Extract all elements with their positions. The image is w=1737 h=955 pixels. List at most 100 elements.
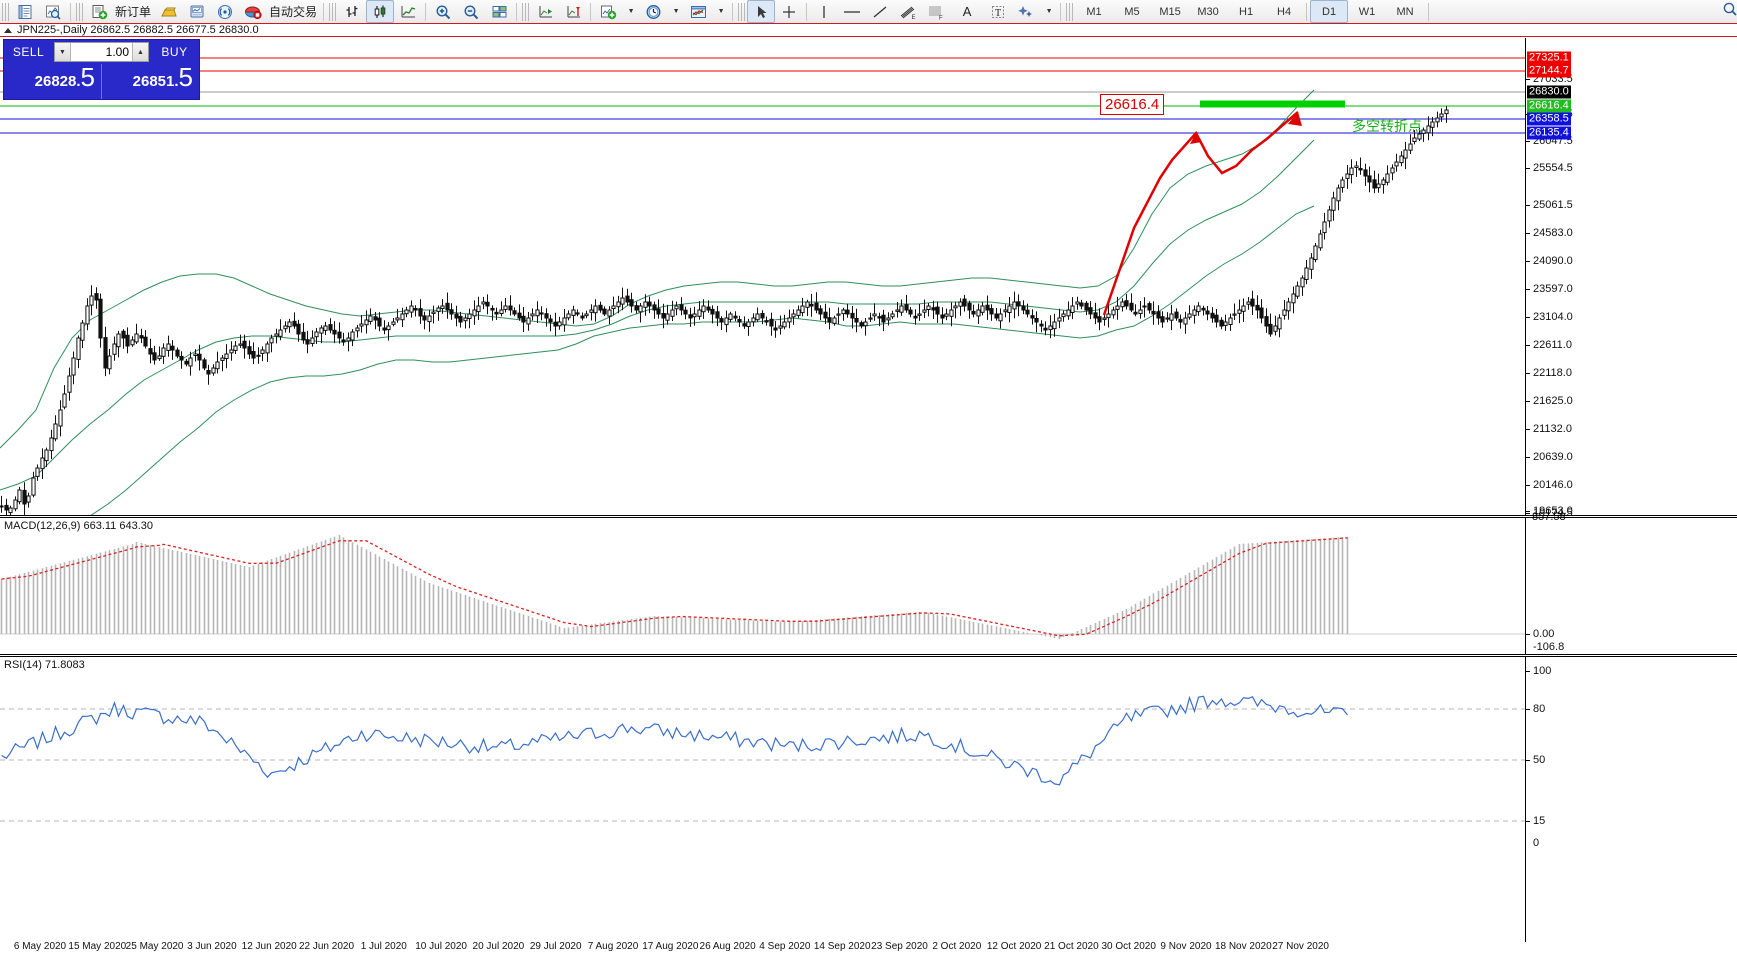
dropdown-arrow-icon-4[interactable]: ▼ [1045, 8, 1053, 15]
timeframe-m1-button[interactable]: M1 [1086, 5, 1102, 18]
timeframe-m15-button[interactable]: M15 [1159, 5, 1181, 18]
lot-increase-button[interactable]: ▲ [132, 43, 148, 61]
macd-axis[interactable]: 0.00 -106.8 [1525, 518, 1737, 654]
add-indicator-icon[interactable] [594, 0, 622, 23]
timeframe-mn-button[interactable]: MN [1396, 5, 1414, 18]
timeframe-m5-button[interactable]: M5 [1124, 5, 1140, 18]
toolbar-grip-5[interactable] [738, 2, 746, 21]
macd-pane[interactable]: MACD(12,26,9) 663.11 643.30 0.00 -106.8 [0, 517, 1737, 655]
autotrading-label[interactable]: 自动交易 [269, 5, 318, 19]
lot-size-value[interactable]: 1.00 [105, 45, 129, 59]
cursor-icon[interactable] [747, 0, 776, 23]
toolbar-grip-2[interactable] [76, 2, 83, 21]
chart-surface[interactable]: 27033.526540.526047.525554.525061.524583… [0, 38, 1737, 952]
price-annotation-box: 26616.4 [1100, 94, 1165, 115]
line-chart-icon[interactable] [394, 0, 422, 23]
macd-tick-label-min: -106.8 [1533, 641, 1565, 653]
zoom-in-icon[interactable] [429, 0, 457, 23]
lot-decrease-button[interactable]: ▼ [55, 43, 71, 61]
lot-size-input[interactable]: ▼ 1.00 ▲ [54, 42, 149, 62]
timeframe-separator [1306, 2, 1308, 21]
buy-button[interactable]: BUY [161, 45, 188, 59]
macd-tick [1526, 634, 1530, 635]
toolbar-grip-3[interactable] [329, 2, 337, 21]
price-axis[interactable]: 27033.526540.526047.525554.525061.524583… [1525, 38, 1737, 519]
price-tag-27144-7[interactable]: 27144.7 [1527, 64, 1571, 78]
price-plot[interactable] [0, 38, 1525, 515]
timeframe-h4-button[interactable]: H4 [1277, 5, 1292, 18]
dropdown-arrow-icon[interactable]: ▼ [627, 8, 635, 15]
price-tick-label-9: 22611.0 [1533, 339, 1572, 351]
price-tick-label-12: 21132.0 [1533, 423, 1572, 435]
toolbar-grip[interactable] [2, 2, 9, 21]
timeframe-m30-button[interactable]: M30 [1197, 5, 1219, 18]
price-tag-26830-0[interactable]: 26830.0 [1527, 85, 1571, 99]
trendline-icon[interactable] [866, 0, 894, 23]
equidistant-channel-icon[interactable]: E [894, 0, 922, 23]
toolbar-separator [70, 2, 71, 21]
text-label-icon[interactable]: T [984, 0, 1012, 23]
toolbar-separator-8 [1060, 2, 1062, 21]
price-pane[interactable]: 27033.526540.526047.525554.525061.524583… [0, 38, 1737, 519]
rsi-tick-label-100: 100 [1533, 665, 1552, 677]
dropdown-arrow-icon-2[interactable]: ▼ [672, 8, 680, 15]
price-tag-27325-1[interactable]: 27325.1 [1527, 51, 1571, 65]
signals-icon[interactable] [211, 0, 239, 23]
rsi-pane[interactable]: RSI(14) 71.8083 100 80 50 15 0 [0, 656, 1737, 943]
search-chart-icon[interactable] [39, 0, 67, 23]
macd-plot[interactable] [0, 518, 1525, 654]
chart-shift-icon[interactable] [559, 0, 587, 23]
sell-button[interactable]: SELL [12, 45, 45, 59]
one-click-trading-panel[interactable]: SELL ▼ 1.00 ▲ BUY 26828. 5 26851. 5 [3, 39, 200, 100]
autotrading-icon[interactable] [239, 0, 267, 23]
symbol-ohlc-text: JPN225-,Daily 26862.5 26882.5 26677.5 26… [17, 24, 259, 36]
price-tick-label-10: 22118.0 [1533, 367, 1572, 379]
toolbar-overflow-icon[interactable] [1723, 2, 1737, 25]
rsi-tick-label-15: 15 [1533, 815, 1546, 827]
timeframe-d1-button[interactable]: D1 [1310, 0, 1349, 23]
auto-scroll-icon[interactable] [531, 0, 559, 23]
price-tag-26358-5[interactable]: 26358.5 [1527, 112, 1571, 126]
buy-price[interactable]: 26851. 5 [102, 64, 199, 99]
text-icon[interactable]: A [962, 4, 972, 19]
terminal-icon[interactable] [183, 0, 211, 23]
templates-icon[interactable] [684, 0, 712, 23]
vertical-line-icon[interactable] [810, 0, 838, 23]
shapes-icon[interactable] [1012, 0, 1040, 23]
price-tag-26616-4[interactable]: 26616.4 [1527, 99, 1571, 113]
price-tag-26135-4[interactable]: 26135.4 [1527, 126, 1571, 140]
crosshair-icon[interactable] [775, 0, 803, 23]
zoom-out-icon[interactable] [457, 0, 485, 23]
price-chart-svg [0, 57, 1525, 515]
bar-chart-icon[interactable] [338, 0, 366, 23]
horizontal-line-icon[interactable] [838, 0, 866, 23]
period-clock-icon[interactable] [639, 0, 667, 23]
chinese-annotation: 多空转折点 [1352, 119, 1422, 135]
document-icon[interactable] [11, 0, 39, 23]
new-order-icon[interactable] [85, 0, 113, 23]
svg-text:F: F [939, 15, 943, 20]
price-tick-13 [1526, 457, 1530, 458]
price-tick-2 [1526, 141, 1530, 142]
toolbar-grip-6[interactable] [1066, 2, 1074, 21]
fibonacci-retracement-icon[interactable]: F [922, 0, 950, 23]
price-tick-15 [1526, 511, 1530, 512]
toolbar-separator-2 [323, 2, 325, 21]
sell-price[interactable]: 26828. 5 [4, 64, 102, 99]
new-order-label[interactable]: 新订单 [115, 5, 152, 19]
rsi-plot[interactable] [0, 657, 1525, 942]
collapse-triangle-icon[interactable] [4, 27, 12, 33]
rsi-tick-label-50: 50 [1533, 754, 1546, 766]
gold-bar-icon[interactable] [155, 0, 183, 23]
timeframe-w1-button[interactable]: W1 [1358, 5, 1376, 18]
toolbar-grip-4[interactable] [522, 2, 530, 21]
price-tick-8 [1526, 317, 1530, 318]
rsi-tick-50 [1526, 760, 1530, 761]
timeframe-h1-button[interactable]: H1 [1239, 5, 1254, 18]
rsi-axis[interactable]: 100 80 50 15 0 [1525, 657, 1737, 942]
macd-tick-label-0: 0.00 [1533, 628, 1555, 640]
candlestick-chart-icon[interactable] [366, 0, 395, 23]
price-tick-label-15: 19653.0 [1533, 505, 1573, 517]
dropdown-arrow-icon-3[interactable]: ▼ [717, 8, 725, 15]
tile-windows-icon[interactable] [485, 0, 513, 23]
